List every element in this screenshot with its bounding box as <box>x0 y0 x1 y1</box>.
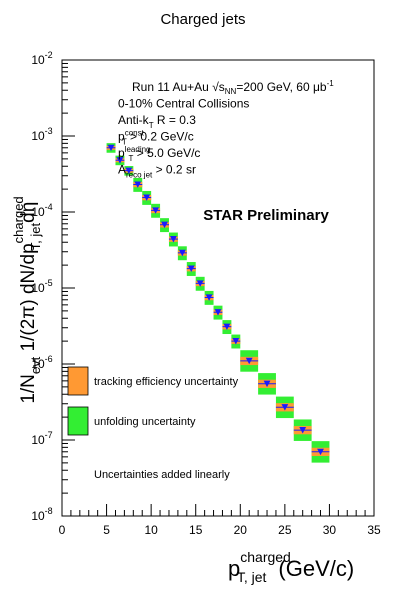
y-tick-label: 10-8 <box>31 506 52 523</box>
data-markers <box>106 144 330 456</box>
data-point <box>299 427 307 434</box>
x-axis-title-unit: (GeV/c) <box>278 556 354 581</box>
data-point <box>161 221 168 229</box>
data-point <box>214 309 222 316</box>
data-point <box>232 338 240 345</box>
info-line: Areco jet > 0.2 sr <box>118 163 196 180</box>
y-tick-label: 10-6 <box>31 354 52 371</box>
x-axis-title-main: p <box>228 556 240 581</box>
x-axis-title: pcharged T, jet (GeV/c) <box>228 549 354 585</box>
data-point <box>134 181 142 188</box>
uncertainty-boxes <box>106 143 330 463</box>
y-tick-label: 10-5 <box>31 278 52 295</box>
y-axis-title-suffix: dη <box>18 202 39 223</box>
data-point <box>125 167 133 175</box>
legend-note: Uncertainties added linearly <box>94 469 230 481</box>
data-point <box>116 157 124 164</box>
x-tick-label: 35 <box>367 523 381 537</box>
info-text-block: Run 11 Au+Au √sNN=200 GeV, 60 μb-10-10% … <box>118 79 334 180</box>
data-point <box>152 207 159 214</box>
legend-swatch <box>67 366 89 396</box>
info-line: Anti-kT R = 0.3 <box>118 113 196 130</box>
y-axis-title-middle: 1/(2π) dN/dp <box>18 243 39 356</box>
x-axis-title-sup: charged <box>240 549 291 565</box>
y-axis-ticks: 10-8 10-7 10-6 10-5 10-4 10-3 10-2 <box>31 50 75 523</box>
star-preliminary-label: STAR Preliminary <box>203 207 329 224</box>
info-line: Run 11 Au+Au √sNN=200 GeV, 60 μb-1 <box>132 79 334 96</box>
y-axis-title-prefix-sub: evt <box>28 356 43 374</box>
legend-label: tracking efficiency uncertainty <box>94 376 239 388</box>
y-axis-title-middle-sub: T, jet <box>28 222 43 250</box>
data-point <box>263 380 271 388</box>
y-tick-label: 10-7 <box>31 430 52 447</box>
data-point <box>205 294 213 301</box>
x-tick-label: 5 <box>103 523 110 537</box>
x-tick-label: 0 <box>59 523 66 537</box>
x-tick-label: 20 <box>234 523 248 537</box>
y-tick-label: 10-4 <box>31 202 52 219</box>
chart-title: Charged jets <box>160 11 245 28</box>
data-point <box>143 194 151 201</box>
data-point <box>107 144 115 152</box>
y-axis-title-middle-sup: charged <box>11 196 26 243</box>
data-point <box>187 265 195 272</box>
legend-label: unfolding uncertainty <box>94 416 196 428</box>
y-tick-label: 10-2 <box>31 50 52 67</box>
x-axis-title-sub: T, jet <box>237 569 267 585</box>
y-axis-title-prefix: 1/N <box>18 374 39 404</box>
data-point <box>281 404 289 411</box>
info-line: 0-10% Central Collisions <box>118 97 249 111</box>
y-tick-label: 10-3 <box>31 126 52 143</box>
data-point <box>196 280 204 287</box>
x-tick-label: 10 <box>144 523 158 537</box>
data-point <box>223 323 231 331</box>
x-axis-ticks: 0 5 10 15 20 25 30 35 <box>59 504 381 537</box>
legend: tracking efficiency uncertainty unfolding… <box>67 366 239 481</box>
info-line: pconst T > 0.2 GeV/c <box>118 129 194 147</box>
x-tick-label: 25 <box>278 523 292 537</box>
info-line: pleading T > 5.0 GeV/c <box>118 145 200 163</box>
data-point <box>245 357 253 365</box>
x-tick-label: 15 <box>189 523 203 537</box>
x-tick-label: 30 <box>323 523 337 537</box>
legend-swatch <box>67 406 89 436</box>
data-point <box>317 448 324 456</box>
data-point <box>178 249 186 257</box>
y-axis-title: 1/Nevt 1/(2π) dN/dpcharged T, jetdη <box>11 196 43 403</box>
data-point <box>170 236 177 243</box>
